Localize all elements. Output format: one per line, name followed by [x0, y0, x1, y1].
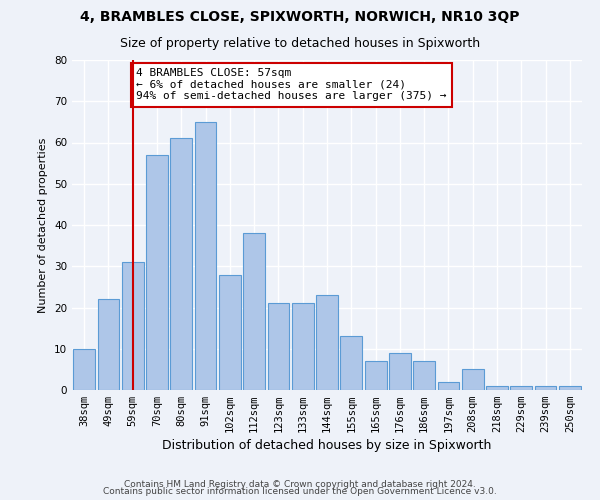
Text: 4, BRAMBLES CLOSE, SPIXWORTH, NORWICH, NR10 3QP: 4, BRAMBLES CLOSE, SPIXWORTH, NORWICH, N…	[80, 10, 520, 24]
Bar	[219, 274, 241, 390]
Bar	[122, 262, 143, 390]
Bar	[535, 386, 556, 390]
Text: Contains HM Land Registry data © Crown copyright and database right 2024.: Contains HM Land Registry data © Crown c…	[124, 480, 476, 489]
Bar	[268, 304, 289, 390]
Y-axis label: Number of detached properties: Number of detached properties	[38, 138, 49, 312]
Bar	[194, 122, 217, 390]
Bar	[511, 386, 532, 390]
Bar	[146, 155, 168, 390]
Bar	[97, 299, 119, 390]
Bar	[462, 370, 484, 390]
Bar	[486, 386, 508, 390]
X-axis label: Distribution of detached houses by size in Spixworth: Distribution of detached houses by size …	[163, 440, 491, 452]
Bar	[340, 336, 362, 390]
Bar	[316, 295, 338, 390]
Bar	[243, 233, 265, 390]
Text: 4 BRAMBLES CLOSE: 57sqm
← 6% of detached houses are smaller (24)
94% of semi-det: 4 BRAMBLES CLOSE: 57sqm ← 6% of detached…	[136, 68, 447, 102]
Bar	[559, 386, 581, 390]
Text: Size of property relative to detached houses in Spixworth: Size of property relative to detached ho…	[120, 38, 480, 51]
Bar	[365, 361, 386, 390]
Bar	[437, 382, 460, 390]
Bar	[73, 349, 95, 390]
Bar	[413, 361, 435, 390]
Bar	[389, 353, 411, 390]
Bar	[170, 138, 192, 390]
Bar	[292, 304, 314, 390]
Text: Contains public sector information licensed under the Open Government Licence v3: Contains public sector information licen…	[103, 488, 497, 496]
